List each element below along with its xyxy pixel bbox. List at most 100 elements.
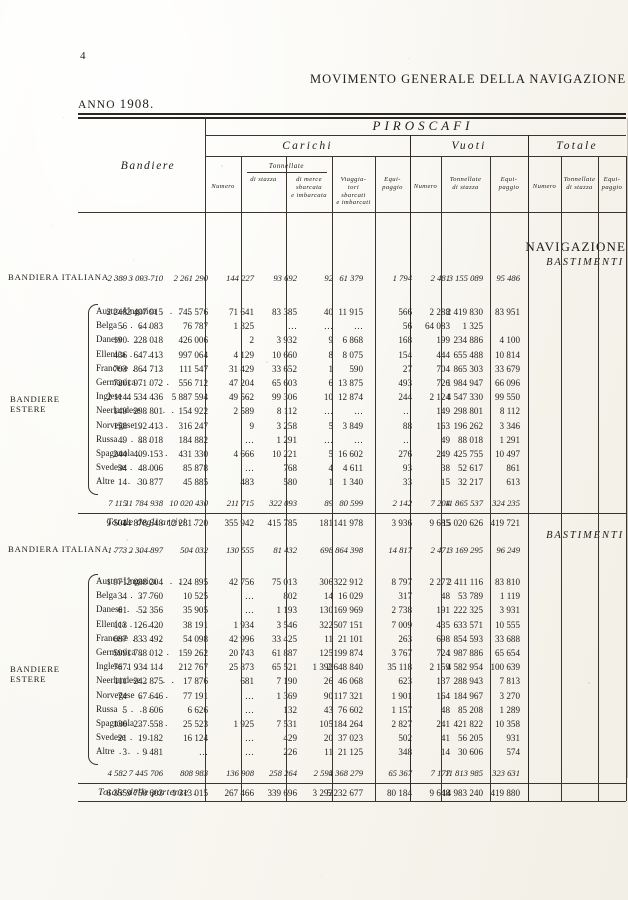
cell-c_viagg: …	[244, 463, 254, 474]
cell-t_stazza: 633 571	[453, 619, 483, 630]
cell-t_numero: 2 159	[429, 662, 450, 673]
cell-c_numero: 61	[117, 605, 127, 616]
row-russa-partenze: Russa . . . .5 8 606 6 626 … 132 43 76 602 1 15…	[0, 704, 548, 718]
group-header-vuoti: Vuoti	[451, 140, 487, 152]
cell-t_numero: 435	[436, 619, 450, 630]
column-header-c_equip: Equi-paggio	[382, 176, 403, 191]
cell-v_numero: 40	[323, 307, 333, 317]
cell-t_numero: 137	[436, 676, 450, 687]
row-francese-partenze: Francese . . . . 687 833 492 54 098 42 996 33…	[0, 633, 548, 647]
cell-v_equip: 623	[398, 676, 412, 687]
column-rule-10	[598, 156, 599, 801]
cell-v_stazza: 1 340	[342, 477, 363, 488]
cell-c_stazza: 2 407 915	[126, 307, 163, 317]
cell-c_equip: 65 603	[271, 378, 297, 388]
cell-t_numero: 2 124	[429, 392, 450, 403]
cell-c_merce: …	[198, 747, 208, 758]
cell-c_stazza: 30 877	[137, 477, 163, 488]
cell-c_numero: 3	[122, 747, 127, 758]
cell-c_viagg: 1 325	[233, 321, 254, 332]
cell-t_equip: 8 112	[499, 406, 520, 417]
cell-c_merce: 76 787	[182, 321, 208, 332]
cell-t_stazza: 425 755	[453, 449, 483, 459]
cell-v_numero: 20	[323, 733, 333, 744]
cell-c_numero: 136	[113, 719, 127, 729]
cell-c_stazza: 1 971 072	[126, 378, 163, 388]
cell-c_numero: 767	[113, 662, 127, 673]
rule-bottom	[78, 800, 626, 802]
cell-c_stazza: 864 713	[133, 363, 163, 374]
cell-v_equip: 493	[398, 378, 412, 388]
cell-t_equip: 83 951	[494, 307, 520, 317]
cell-t_numero: 48	[440, 591, 450, 602]
cell-c_stazza: 9 481	[142, 747, 163, 758]
cell-c_viagg: 267 466	[224, 787, 254, 798]
cell-v_stazza: 117 321	[333, 690, 363, 701]
cell-c_viagg: …	[244, 733, 254, 744]
cell-v_equip: 566	[398, 307, 412, 317]
cell-v_numero: 9	[328, 335, 333, 346]
column-header-t_equip: Equi-paggio	[601, 176, 623, 191]
cell-c_equip: 10 221	[271, 449, 297, 459]
cell-c_viagg: 4 129	[233, 349, 254, 360]
cell-v_numero: 11	[324, 633, 333, 644]
cell-v_numero: 43	[323, 704, 333, 715]
cell-v_equip: 3 936	[391, 517, 412, 528]
cell-v_numero: 8	[328, 349, 333, 360]
cell-t_stazza: 11 865 537	[444, 497, 483, 508]
cell-c_merce: 1 313 015	[171, 787, 208, 798]
cell-t_numero: 9 648	[429, 787, 450, 798]
cell-c_stazza: 48 006	[137, 463, 163, 474]
row-austro-ungarica-arrivi: Austro-Ungarica . . . .2 248 2 407 915 745…	[0, 306, 548, 320]
cell-v_numero: 322	[319, 619, 333, 630]
cell-v_stazza: 4 611	[342, 463, 363, 474]
cell-c_merce: 17 876	[182, 676, 208, 687]
column-header-v_numero: Numero	[413, 183, 438, 190]
cell-c_numero: 687	[113, 633, 127, 644]
cell-c_stazza: 409 153	[133, 449, 163, 459]
row-germanica-partenze: Germanica . . . . 599 1 788 012 159 262 20 7…	[0, 647, 548, 661]
cell-c_equip: 226	[283, 747, 297, 758]
cell-c_numero: 4 582	[107, 767, 127, 778]
cell-c_viagg: …	[244, 704, 254, 715]
cell-v_stazza: 61 379	[339, 273, 363, 283]
cell-v_equip: 1 794	[392, 273, 412, 283]
cell-v_stazza: 11 915	[338, 307, 363, 317]
cell-v_stazza: 13 875	[337, 378, 363, 388]
cell-c_merce: 10 525	[182, 591, 208, 602]
cell-c_equip: …	[287, 321, 297, 332]
row-bandiera-italiana-arrivi: BANDIERA ITALIANA . . . . .2 389 3 093 71…	[0, 272, 548, 286]
cell-v_stazza: 5 232 677	[326, 787, 363, 798]
cell-v_numero: 4	[328, 463, 333, 474]
cell-t_equip: 99 550	[494, 392, 520, 403]
cell-c_stazza: 9 750 603	[126, 787, 163, 798]
cell-v_equip: 244	[398, 392, 412, 403]
row-norvegese-partenze: Norvegese . . . . 74 67 646 77 191… 1 369 90 1…	[0, 690, 548, 704]
row-label-svedese: Svedese . . . .	[96, 462, 162, 473]
cell-t_numero: 49	[440, 434, 450, 445]
cell-v_numero: 1	[328, 363, 333, 374]
cell-v_numero: 14	[323, 591, 333, 602]
row-label-altre: Altre . . . .	[96, 746, 151, 757]
cell-v_numero: 11	[324, 747, 333, 758]
rule-under-columns	[78, 212, 626, 213]
cell-c_viagg: 2 589	[233, 406, 254, 417]
cell-c_merce: 184 882	[178, 434, 208, 445]
cell-c_viagg: 1 934	[233, 619, 254, 630]
row-ellenica-partenze: Ellenica . . . . 113 126 420 38 191 1 934 3 5…	[0, 619, 548, 633]
cell-c_equip: 93 692	[273, 273, 297, 283]
cell-c_viagg: …	[244, 690, 254, 701]
cell-c_stazza: 298 801	[133, 406, 163, 417]
cell-c_equip: 61 887	[271, 648, 297, 658]
cell-v_numero: 3 293	[312, 787, 333, 798]
cell-c_numero: 74	[117, 690, 127, 701]
cell-c_equip: 81 432	[273, 545, 297, 555]
cell-c_viagg: …	[244, 747, 254, 758]
cell-v_stazza: 590	[349, 363, 363, 374]
cell-t_numero: 38	[440, 463, 450, 474]
row-label-ellenica: Ellenica . . . .	[96, 618, 162, 629]
cell-c_stazza: 7 445 706	[128, 767, 163, 778]
cell-t_equip: 33 679	[494, 363, 520, 374]
cell-c_numero: 14	[117, 477, 127, 488]
row-neerlandese-partenze: Neerlandese . . . . 111 242 875 17 876 681 7 …	[0, 675, 548, 689]
